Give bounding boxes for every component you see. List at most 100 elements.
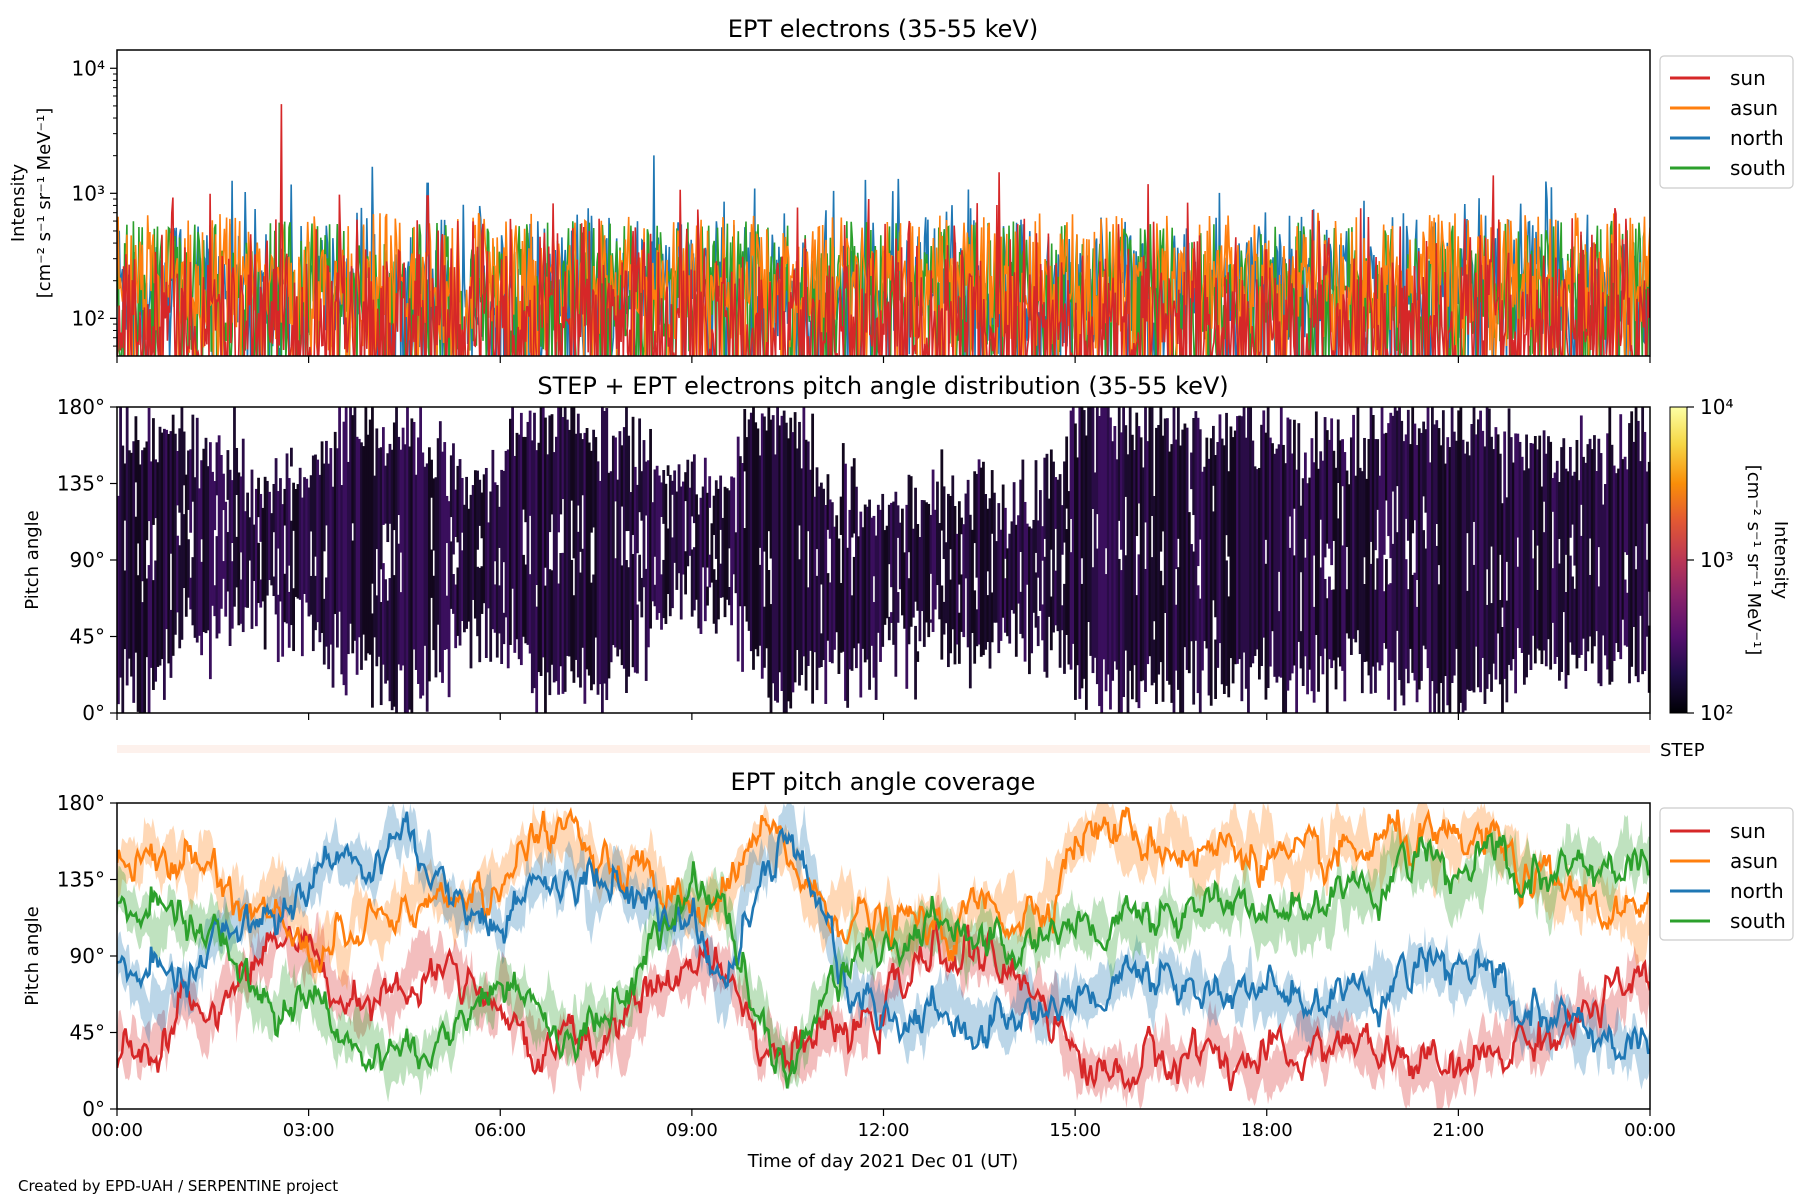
pad-cell xyxy=(544,585,547,713)
pad-cell xyxy=(1093,472,1097,658)
pad-cell xyxy=(629,492,633,620)
pad-cell xyxy=(671,480,674,495)
pad-cell xyxy=(824,504,828,704)
pad-cell xyxy=(274,458,278,615)
pad-cell xyxy=(498,585,501,634)
pad-cell xyxy=(257,477,260,518)
pad-cell xyxy=(1568,555,1572,643)
coverage-line-asun xyxy=(117,806,1650,974)
pad-cell xyxy=(1299,505,1303,573)
pad-cell xyxy=(1080,407,1084,559)
pad-cell xyxy=(1385,559,1388,649)
pad-cell xyxy=(1625,592,1629,647)
pad-cell xyxy=(1268,437,1272,667)
pad-cell xyxy=(1590,449,1594,664)
pad-cell xyxy=(758,564,762,646)
pad-cell xyxy=(206,466,210,631)
pad-cell xyxy=(960,574,963,632)
pad-cell xyxy=(368,419,372,655)
pad-cell xyxy=(1601,504,1605,636)
pad-cell xyxy=(325,440,328,526)
pad-cell xyxy=(195,417,199,643)
pad-cell xyxy=(434,477,438,678)
pad-cell xyxy=(979,467,983,657)
pad-cell xyxy=(701,486,705,568)
pad-cell xyxy=(173,433,177,635)
pad-cell xyxy=(723,486,727,618)
pad-cell xyxy=(806,441,810,532)
coverage-line-south xyxy=(117,832,1650,1089)
pad-cell xyxy=(441,451,444,683)
pad-cell xyxy=(154,459,158,519)
pad-cell xyxy=(848,509,852,670)
pad-cell xyxy=(169,431,173,554)
pad-cell xyxy=(456,567,460,636)
pad-cell xyxy=(287,478,291,566)
pad-cell xyxy=(117,495,120,705)
pad-cell xyxy=(1558,481,1561,539)
pad-cell xyxy=(1612,465,1616,661)
pad-cell xyxy=(662,470,666,524)
pad-cell xyxy=(1404,434,1408,519)
pad-cell xyxy=(246,492,249,608)
pad-cell xyxy=(1271,443,1274,632)
pad-cell xyxy=(949,495,952,550)
pad-cell xyxy=(1485,407,1489,570)
pad-cell xyxy=(371,613,374,708)
coverage-legend-label-north: north xyxy=(1730,879,1784,903)
pad-cell xyxy=(292,588,295,652)
pad-cell xyxy=(570,559,574,672)
pad-cell xyxy=(1363,584,1366,662)
pad-cell xyxy=(1032,519,1036,613)
pad-cell xyxy=(1599,453,1603,687)
pad-cell xyxy=(287,591,291,648)
intensity-panel: EPT electrons (35-55 keV) 10² 10³ 10⁴ Inte… xyxy=(8,15,1794,363)
pad-cell xyxy=(1212,511,1215,601)
pad-cell xyxy=(377,448,381,657)
pad-cell xyxy=(272,483,276,533)
pad-cell xyxy=(754,422,758,650)
pad-cell xyxy=(230,561,234,629)
pad-cell xyxy=(1227,596,1231,698)
pad-cell xyxy=(235,536,239,588)
pad-cell xyxy=(1021,459,1025,639)
pad-cell xyxy=(736,436,740,662)
pad-cell xyxy=(298,467,302,600)
pad-cell xyxy=(925,502,928,623)
pad-cell xyxy=(920,500,924,612)
pad-cell xyxy=(219,454,223,609)
pad-cell xyxy=(971,529,974,634)
pad-cell xyxy=(303,477,306,594)
pad-cell xyxy=(1349,437,1353,655)
pad-cell xyxy=(708,554,712,588)
pad-cell xyxy=(1019,591,1023,634)
pad-cell xyxy=(1516,433,1520,538)
pad-cell xyxy=(1437,428,1441,566)
pad-cell xyxy=(1498,453,1502,555)
pad-cell xyxy=(690,461,694,517)
pad-cell xyxy=(760,413,764,679)
pad-cell xyxy=(1034,572,1038,628)
pad-cell xyxy=(526,421,530,645)
pad-cell xyxy=(1647,625,1651,693)
pad-cell xyxy=(692,547,696,611)
pad-cell xyxy=(780,415,784,691)
pad-cell xyxy=(134,516,138,653)
pad-cell xyxy=(999,529,1003,641)
pad-cell xyxy=(375,428,379,550)
pad-cell xyxy=(861,527,865,649)
pad-cell xyxy=(1205,437,1209,649)
pad-cell xyxy=(743,408,747,472)
pad-cell xyxy=(1106,407,1110,675)
pad-cell xyxy=(1150,557,1154,686)
pad-cell xyxy=(1299,631,1303,669)
pad-cell xyxy=(325,577,328,647)
pad-cell xyxy=(594,437,598,638)
pad-cell xyxy=(454,584,458,649)
pad-cell xyxy=(940,449,944,531)
pad-heatmap-cells xyxy=(117,407,1651,713)
pad-cell xyxy=(682,481,685,575)
pad-cell xyxy=(401,427,405,666)
pad-cell xyxy=(1623,579,1627,646)
pad-cell xyxy=(1161,585,1165,702)
